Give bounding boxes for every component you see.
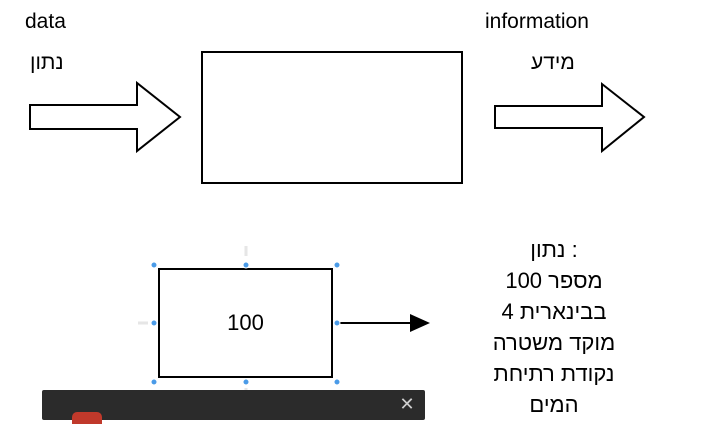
input-label-he: נתון — [30, 51, 64, 74]
handle-bottom-middle — [242, 378, 250, 386]
app-icon — [72, 412, 102, 424]
handle-middle-left — [150, 319, 158, 327]
input-arrow[interactable] — [29, 80, 182, 154]
handle-bottom-right — [333, 378, 341, 386]
close-icon[interactable]: ✕ — [399, 394, 415, 414]
connector-arrowhead — [410, 314, 430, 332]
note-line: מוקד משטרה — [492, 330, 616, 355]
note-line: מספר 100 — [505, 268, 603, 293]
example-box[interactable] — [158, 268, 333, 378]
note-text: : נתון מספר 100 בבינארית 4 מוקד משטרה נק… — [440, 234, 668, 420]
note-line: נקודת רתיחת — [493, 361, 615, 386]
process-box[interactable] — [201, 51, 463, 184]
handle-top-right — [333, 261, 341, 269]
note-line: בבינארית 4 — [501, 299, 607, 324]
note-line: : נתון — [530, 237, 578, 262]
selection-handles[interactable] — [150, 261, 341, 386]
note-line: המים — [529, 392, 579, 417]
handle-top-middle — [242, 261, 250, 269]
output-label-he: מידע — [531, 51, 575, 74]
handle-middle-right — [333, 319, 341, 327]
output-label-en: information — [485, 10, 589, 33]
example-box-value: 100 — [227, 310, 264, 335]
handle-top-left — [150, 261, 158, 269]
input-label-en: data — [25, 10, 66, 33]
handle-bottom-left — [150, 378, 158, 386]
output-arrow[interactable] — [494, 81, 646, 154]
